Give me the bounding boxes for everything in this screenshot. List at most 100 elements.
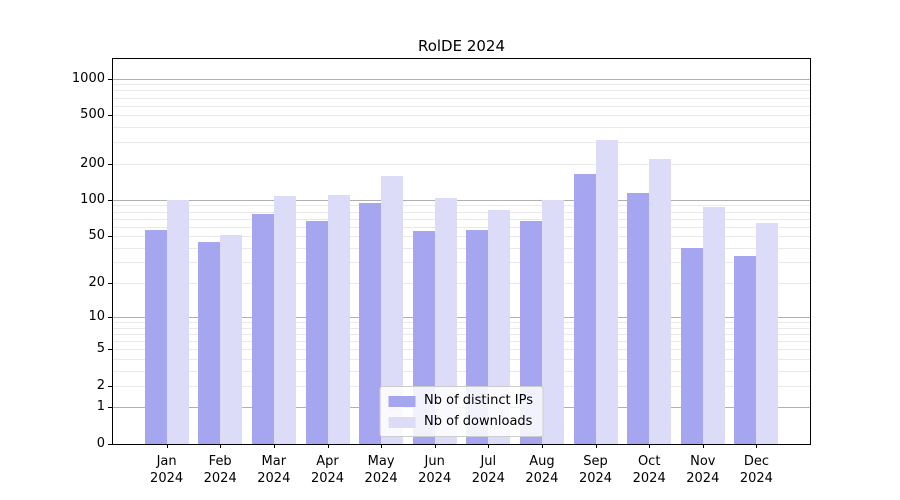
major-gridline — [113, 199, 810, 201]
x-axis-tick — [595, 444, 597, 448]
minor-gridline — [113, 84, 810, 86]
x-axis-tick — [381, 444, 383, 448]
bar-aug-downloads — [541, 199, 564, 444]
bar-oct-downloads — [649, 159, 672, 444]
bar-sep-ips — [573, 174, 596, 444]
bar-may-downloads — [381, 175, 404, 444]
bar-feb-ips — [198, 241, 221, 444]
y-axis-tick-label: 200 — [80, 155, 105, 171]
major-gridline — [113, 317, 810, 319]
y-axis-tick-label: 0 — [96, 436, 105, 451]
x-axis-tick-label: Sep 2024 — [578, 454, 613, 486]
y-axis-tick-label: 1 — [96, 399, 105, 415]
y-axis-tick — [108, 199, 112, 201]
y-axis-tick — [108, 407, 112, 409]
bar-jan-downloads — [166, 199, 189, 444]
legend: Nb of distinct IPs Nb of downloads — [379, 386, 544, 437]
x-axis-tick-label: Jul 2024 — [471, 454, 505, 486]
legend-label-downloads: Nb of downloads — [424, 414, 533, 429]
x-axis-tick — [756, 444, 758, 448]
x-axis-tick — [702, 444, 704, 448]
minor-gridline — [113, 236, 810, 238]
legend-item-downloads: Nb of downloads — [388, 414, 533, 430]
legend-item-distinct-ips: Nb of distinct IPs — [388, 393, 533, 409]
x-axis-tick — [220, 444, 222, 448]
bar-may-ips — [359, 203, 382, 444]
legend-swatch-distinct-ips — [388, 395, 416, 407]
bar-jun-downloads — [434, 197, 457, 444]
bar-feb-downloads — [220, 235, 243, 444]
x-axis-tick — [166, 444, 168, 448]
x-axis-tick — [649, 444, 651, 448]
legend-swatch-downloads — [388, 416, 416, 428]
bar-apr-downloads — [327, 194, 350, 444]
x-axis-tick-label: Nov 2024 — [686, 454, 720, 486]
x-axis-tick-label: Dec 2024 — [739, 454, 773, 486]
y-axis-tick — [108, 283, 112, 284]
y-axis-tick — [108, 444, 112, 445]
minor-gridline — [113, 211, 810, 213]
y-axis-tick — [108, 78, 112, 80]
minor-gridline — [113, 262, 810, 264]
bar-mar-downloads — [273, 196, 296, 444]
x-axis-tick-label: Mar 2024 — [257, 454, 291, 486]
minor-gridline — [113, 115, 810, 117]
bar-dec-downloads — [756, 223, 779, 444]
x-axis-tick — [434, 444, 436, 448]
minor-gridline — [113, 142, 810, 144]
y-axis-tick-label: 1000 — [71, 70, 105, 86]
y-axis-tick — [108, 236, 112, 238]
major-gridline — [113, 78, 810, 80]
x-axis-tick-label: Jan 2024 — [150, 454, 184, 486]
x-axis-tick — [273, 444, 275, 448]
bar-apr-ips — [305, 220, 328, 444]
minor-gridline — [113, 90, 810, 92]
bar-nov-ips — [680, 247, 703, 444]
minor-gridline — [113, 341, 810, 343]
bar-oct-ips — [627, 193, 650, 444]
bar-jul-downloads — [488, 209, 511, 444]
minor-gridline — [113, 226, 810, 228]
chart-title: RolDE 2024 — [417, 37, 506, 55]
x-axis-tick-label: Oct 2024 — [632, 454, 666, 486]
minor-gridline — [113, 105, 810, 107]
minor-gridline — [113, 327, 810, 329]
x-axis-tick-label: Jun 2024 — [418, 454, 452, 486]
x-axis-tick — [327, 444, 329, 448]
x-axis-tick-label: May 2024 — [364, 454, 398, 486]
minor-gridline — [113, 205, 810, 207]
bar-jan-ips — [144, 230, 167, 444]
y-axis-tick — [108, 163, 112, 165]
minor-gridline — [113, 97, 810, 99]
bar-mar-ips — [251, 213, 274, 444]
minor-gridline — [113, 322, 810, 324]
minor-gridline — [113, 247, 810, 249]
legend-label-distinct-ips: Nb of distinct IPs — [424, 393, 533, 408]
minor-gridline — [113, 370, 810, 372]
minor-gridline — [113, 127, 810, 128]
minor-gridline — [113, 334, 810, 335]
y-axis-tick — [108, 317, 112, 319]
y-axis-tick-label: 5 — [96, 341, 105, 357]
minor-gridline — [113, 218, 810, 220]
y-axis-tick-label: 20 — [88, 275, 105, 290]
bar-dec-ips — [734, 256, 757, 444]
x-axis-tick — [488, 444, 490, 448]
y-axis-tick — [108, 385, 112, 387]
x-axis-tick-label: Apr 2024 — [310, 454, 345, 486]
minor-gridline — [113, 163, 810, 165]
x-axis-tick-label: Aug 2024 — [525, 454, 559, 486]
y-axis-tick-label: 500 — [80, 107, 105, 123]
plot-area: 0 1 2 5 10 20 50 100 200 500 1000 Jan 2024 Feb 2024 Ma… — [72, 58, 811, 486]
bar-nov-downloads — [702, 206, 725, 444]
y-axis-tick-label: 10 — [88, 309, 105, 325]
y-axis-tick-label: 100 — [80, 191, 105, 207]
y-axis-tick-label: 50 — [88, 228, 105, 244]
y-axis-tick — [108, 115, 112, 117]
x-axis-tick — [541, 444, 543, 448]
x-axis-tick-label: Feb 2024 — [203, 454, 237, 486]
y-axis-tick-label: 2 — [96, 377, 105, 393]
minor-gridline — [113, 283, 810, 284]
minor-gridline — [113, 358, 810, 360]
